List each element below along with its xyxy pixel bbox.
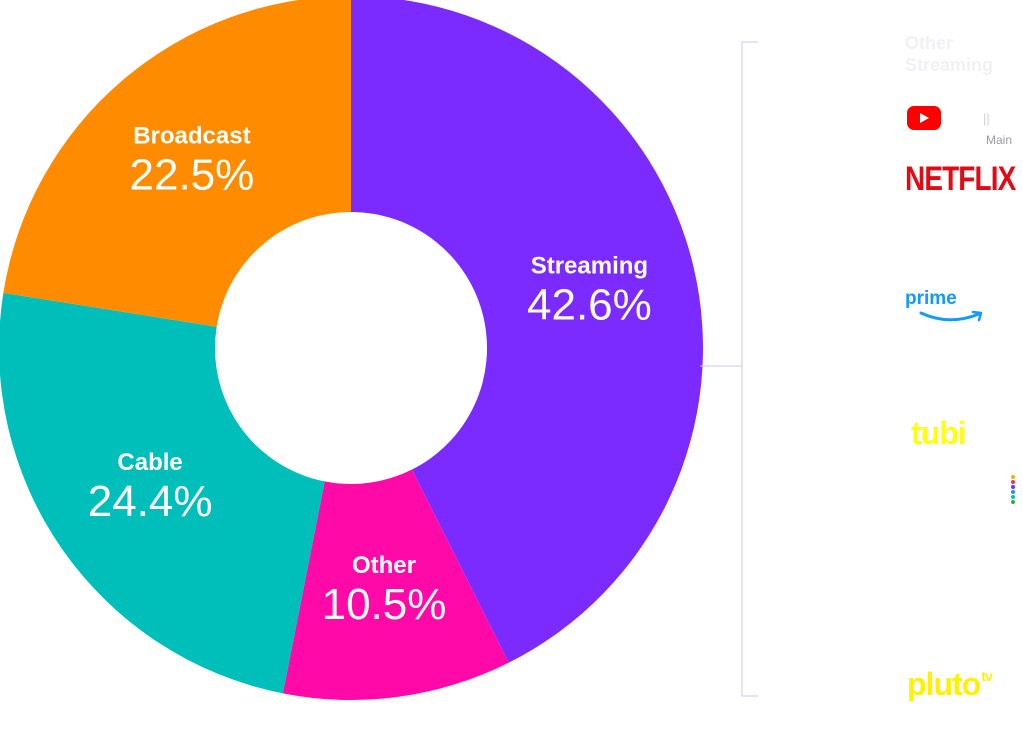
slice-label-cable: Cable [117,449,182,476]
tubi-logo: tubi [911,415,967,451]
prime-logo: prime [905,288,1005,328]
pluto-tv-logo: plutotv [907,666,993,703]
slice-streaming [351,0,703,663]
roku-dots-icon [1011,475,1015,505]
slice-other [282,469,509,700]
youtube-main-label: Main [986,133,1013,147]
slice-label-broadcast: Broadcast [133,123,250,150]
slice-value-cable: 24.4% [88,477,213,526]
slice-value-streaming: 42.6% [527,281,652,330]
roku-dot [1011,495,1015,499]
slices-group [0,0,703,700]
slice-label-other: Other [352,552,416,579]
slice-value-other: 10.5% [322,580,447,629]
bracket-connector [700,41,758,697]
roku-dot [1011,475,1015,479]
roku-dot [1011,485,1015,489]
slice-cable [0,292,325,694]
roku-dot [1011,480,1015,484]
other-streaming-sidebar: Other Streaming || Main NETFLIX prime tu… [895,0,1023,754]
roku-dot [1011,490,1015,494]
youtube-logo-icon [907,106,941,130]
slice-broadcast [3,0,351,327]
sidebar-title: Other Streaming [905,33,994,75]
netflix-logo: NETFLIX [905,160,1016,198]
roku-dot [1011,500,1015,504]
prime-smile-icon [919,310,983,322]
play-icon [920,113,929,123]
slice-label-streaming: Streaming [531,253,648,280]
pluto-logo-text: pluto [907,666,981,702]
youtube-bars: || [983,111,990,126]
prime-logo-text: prime [905,288,957,309]
slice-value-broadcast: 22.5% [130,151,255,200]
pluto-logo-sup: tv [981,668,992,684]
